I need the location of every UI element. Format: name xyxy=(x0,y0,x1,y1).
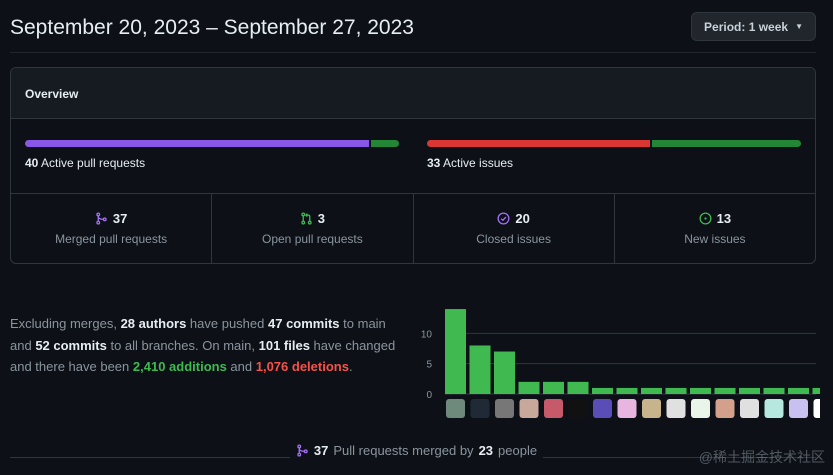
contributors-bar-chart: 0 5 10 xyxy=(421,309,821,418)
open-pull-requests-count: 3 xyxy=(317,211,325,226)
additions-value: 2,410 additions xyxy=(132,359,227,374)
all-commits-value: 52 commits xyxy=(35,337,107,353)
contributor-avatar[interactable] xyxy=(617,399,637,418)
contributor-avatar[interactable] xyxy=(470,399,490,418)
merged-segment xyxy=(25,140,370,147)
page-title: September 20, 2023 – September 27, 2023 xyxy=(10,16,414,39)
files-changed-value: 101 files xyxy=(258,337,310,353)
closed-segment xyxy=(427,140,651,147)
contributor-avatar[interactable] xyxy=(740,399,759,418)
contributor-avatar[interactable] xyxy=(691,399,710,418)
active-pull-requests-text: Active pull requests xyxy=(41,156,146,170)
contributor-avatar[interactable] xyxy=(666,399,686,418)
contributor-bar[interactable] xyxy=(714,387,736,394)
authors-link[interactable]: 28 authors xyxy=(120,316,187,331)
contributor-avatar[interactable] xyxy=(568,399,588,418)
caret-down-icon: ▼ xyxy=(795,22,803,31)
watermark: @稀土掘金技术社区 xyxy=(698,449,825,465)
overview-bars xyxy=(25,140,801,147)
commit-summary: Excluding merges, 28 authors have pushed… xyxy=(10,313,402,378)
contributor-avatar[interactable] xyxy=(544,399,563,418)
period-button[interactable]: Period: 1 week ▼ xyxy=(691,12,816,41)
y-tick-label: 5 xyxy=(426,360,432,371)
issue-closed-icon xyxy=(497,212,510,225)
pull-request-icon xyxy=(301,212,312,225)
contributor-bar[interactable] xyxy=(690,387,711,394)
new-issues-count: 13 xyxy=(716,211,732,226)
footer-people-label: people xyxy=(498,443,538,458)
new-segment xyxy=(652,140,801,147)
active-pull-requests-label[interactable]: 40 Active pull requests xyxy=(25,156,145,170)
contributor-avatar[interactable] xyxy=(764,399,784,418)
contributor-bar[interactable] xyxy=(739,387,760,394)
active-issues-count: 33 xyxy=(427,156,441,170)
contributor-avatar[interactable] xyxy=(519,399,539,418)
stat-open-pull-requests[interactable]: 3 Open pull requests xyxy=(212,194,414,263)
summary-text: . xyxy=(348,359,353,374)
page-header: September 20, 2023 – September 27, 2023 … xyxy=(10,0,816,53)
open-segment xyxy=(371,140,399,147)
period-button-label: Period: 1 week xyxy=(704,19,789,34)
contributor-bar[interactable] xyxy=(567,381,589,394)
contributor-bar[interactable] xyxy=(788,387,809,394)
commits-link[interactable]: 47 commits xyxy=(268,316,340,331)
contributor-bar[interactable] xyxy=(763,387,785,394)
stat-merged-pull-requests[interactable]: 37 Merged pull requests xyxy=(11,194,213,263)
summary-text: to all branches. On main, xyxy=(106,337,259,353)
contributor-bar[interactable] xyxy=(665,387,687,394)
summary-text: have changed and there have been xyxy=(10,337,396,375)
contributor-bar[interactable] xyxy=(494,351,515,394)
new-issues-label: New issues xyxy=(684,232,746,246)
pull-requests-bar[interactable] xyxy=(25,140,399,147)
merge-icon xyxy=(96,212,107,225)
contributor-avatar[interactable] xyxy=(642,399,661,418)
contributor-avatar[interactable] xyxy=(813,399,821,418)
overview-stats: 37 Merged pull requests 3 Open pull requ… xyxy=(11,193,815,263)
issues-bar[interactable] xyxy=(427,140,801,147)
contributor-bar[interactable] xyxy=(641,387,662,394)
open-pull-requests-label: Open pull requests xyxy=(262,232,363,246)
contributor-bar[interactable] xyxy=(445,309,466,394)
deletions-value: 1,076 deletions xyxy=(255,359,349,374)
summary-text: Excluding merges, xyxy=(10,316,121,331)
footer-count: 37 xyxy=(313,443,329,458)
overview-panel: Overview 40 Active pull requests 33 Acti… xyxy=(10,67,816,264)
contributor-bar[interactable] xyxy=(812,387,821,394)
contributor-avatar[interactable] xyxy=(715,399,735,418)
contributor-avatar[interactable] xyxy=(495,399,514,418)
stat-new-issues[interactable]: 13 New issues xyxy=(615,194,815,263)
active-issues-label[interactable]: 33 Active issues xyxy=(427,156,513,170)
merge-icon xyxy=(297,444,308,457)
contributor-avatar[interactable] xyxy=(446,399,465,418)
contributor-avatar[interactable] xyxy=(789,399,808,418)
contributor-avatar[interactable] xyxy=(593,399,612,418)
merged-footer: 37 Pull requests merged by 23 people xyxy=(0,443,833,462)
summary-text: have pushed xyxy=(186,316,268,331)
issue-opened-icon xyxy=(699,212,712,225)
contributor-bar[interactable] xyxy=(616,387,638,394)
overview-title: Overview xyxy=(11,68,815,119)
contributor-bar[interactable] xyxy=(518,381,540,394)
summary-text: and xyxy=(226,359,256,374)
active-pull-requests-count: 40 xyxy=(25,156,39,170)
contributor-bar[interactable] xyxy=(469,345,491,394)
closed-issues-count: 20 xyxy=(515,211,530,226)
stat-closed-issues[interactable]: 20 Closed issues xyxy=(414,194,615,263)
closed-issues-label: Closed issues xyxy=(476,232,551,246)
active-issues-text: Active issues xyxy=(443,156,514,170)
contributor-bar[interactable] xyxy=(543,381,564,394)
y-tick-label: 10 xyxy=(421,329,433,340)
y-tick-label: 0 xyxy=(426,390,432,401)
footer-people-count: 23 xyxy=(478,443,494,458)
footer-text: Pull requests merged by xyxy=(333,443,474,458)
merged-pull-requests-label: Merged pull requests xyxy=(55,232,168,246)
summary-text: to main and xyxy=(10,316,386,353)
contributor-bar[interactable] xyxy=(592,387,613,394)
merged-pull-requests-count: 37 xyxy=(112,211,128,226)
